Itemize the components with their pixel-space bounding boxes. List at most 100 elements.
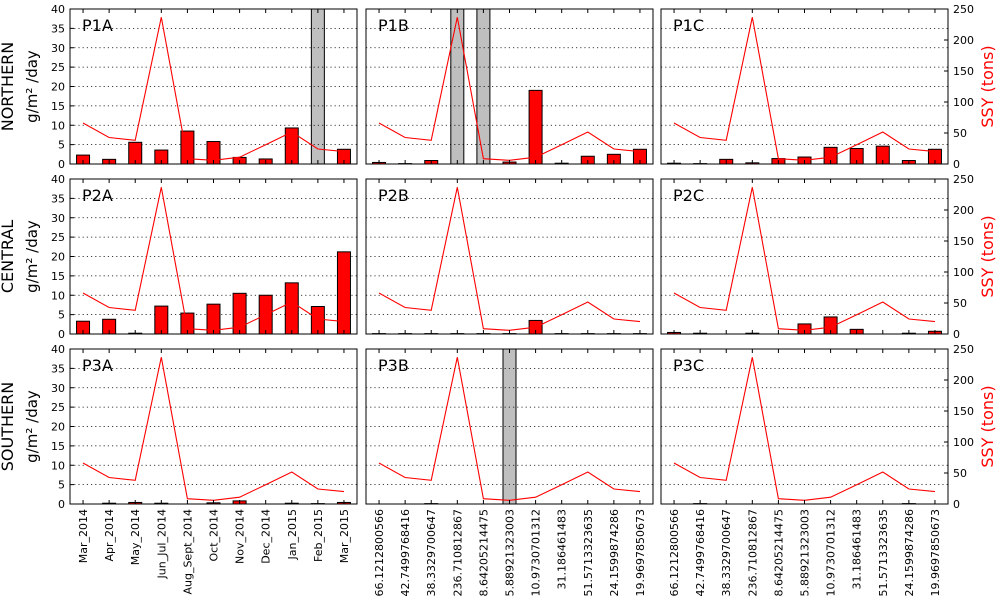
y2-tick-label: 200 (953, 374, 974, 387)
x-tick-label: Nov_2014 (234, 509, 247, 564)
panel-title: P3A (82, 356, 113, 375)
x-tick-label: Jan_2015 (286, 509, 299, 560)
ssy-line (378, 17, 641, 161)
ssy-line (673, 357, 936, 501)
bar (154, 305, 169, 335)
y-tick-label: 35 (51, 192, 65, 205)
y2-tick-label: 100 (953, 266, 974, 279)
panel-title: P2A (82, 186, 113, 205)
y-tick-label: 15 (51, 440, 65, 453)
ssy-line (673, 17, 936, 161)
panel-p1a: 0 5 10 15 20 25 30 35 40 P1A (51, 3, 358, 171)
bar (284, 127, 299, 165)
bar (528, 89, 543, 165)
y-tick-label: 15 (51, 100, 65, 113)
panel-p3a: 0 5 10 15 20 25 30 35 40 P3A (51, 343, 358, 511)
x-tick-label: Mar_2014 (77, 509, 90, 563)
ssy-line (82, 357, 345, 501)
y2-tick-label: 250 (953, 343, 974, 356)
y-tick-label: 5 (58, 309, 65, 322)
x-tick-label: 8.64205214475 (772, 509, 785, 596)
panel-p1b: P1B (365, 8, 654, 165)
y-tick-label: 5 (58, 479, 65, 492)
y2-tick-label: 250 (953, 173, 974, 186)
y-tick-label: 0 (58, 158, 65, 171)
panel-title: P1B (378, 16, 409, 35)
x-tick-label: 51.5713323635 (877, 509, 890, 596)
y-tick-label: 25 (51, 401, 65, 414)
y2-tick-label: 50 (953, 127, 967, 140)
left-axis-label: g/m² /day (23, 390, 41, 463)
y2-tick-label: 150 (953, 235, 974, 248)
bar (284, 282, 299, 335)
panel-title: P1C (673, 16, 704, 35)
panel-title: P2C (673, 186, 704, 205)
y-tick-label: 10 (51, 289, 65, 302)
x-tick-label: 42.7499768416 (399, 509, 412, 596)
x-tick-label: 42.7499768416 (694, 509, 707, 596)
panel-p3b: P3B (365, 348, 654, 505)
x-tick-label: 19.9697850673 (929, 509, 942, 596)
panel-title: P1A (82, 16, 113, 35)
right-axis-label: SSY (tons) (978, 215, 997, 297)
y-tick-label: 10 (51, 119, 65, 132)
x-tick-label: 31.186461483 (556, 509, 569, 589)
y2-tick-label: 100 (953, 96, 974, 109)
x-tick-label: 5.8892132300​3 (799, 509, 812, 596)
shaded-span (450, 8, 465, 165)
y2-tick-label: 0 (953, 328, 960, 341)
y-tick-label: 0 (58, 498, 65, 511)
bar (310, 305, 325, 335)
x-tick-label: 66.1212800566 (668, 509, 681, 596)
x-tick-label: Mar_2015 (338, 509, 351, 563)
panel-p3c: 0 50 100 150 200 250 P3C (660, 343, 974, 511)
x-tick-label: 5.8892132300​3 (504, 509, 517, 596)
x-tick-label: 24.1599874286 (608, 509, 621, 596)
x-tick-label: 31.186461483 (851, 509, 864, 589)
x-tick-label: 10.9730701312 (825, 509, 838, 596)
x-tick-label: 38.3329700647 (720, 509, 733, 596)
y-tick-label: 40 (51, 3, 65, 16)
y-tick-label: 15 (51, 270, 65, 283)
y-tick-label: 20 (51, 251, 65, 264)
right-axis-label: SSY (tons) (978, 385, 997, 467)
y2-tick-label: 50 (953, 297, 967, 310)
y2-tick-label: 0 (953, 158, 960, 171)
y-tick-label: 10 (51, 459, 65, 472)
row-label: SOUTHERN (0, 382, 17, 471)
x-tick-label: Aug_Sept_2014 (181, 509, 194, 595)
x-tick-label: 8.64205214475 (477, 509, 490, 596)
y2-tick-label: 150 (953, 405, 974, 418)
row-label: CENTRAL (0, 220, 17, 293)
x-tick-label: Feb_2015 (312, 509, 325, 562)
left-axis-label: g/m² /day (23, 220, 41, 293)
panel-p2c: 0 50 100 150 200 250 P2C (660, 173, 974, 341)
y2-tick-label: 250 (953, 3, 974, 16)
y-tick-label: 35 (51, 362, 65, 375)
y-tick-label: 25 (51, 231, 65, 244)
y-tick-label: 30 (51, 382, 65, 395)
right-axis-label: SSY (tons) (978, 45, 997, 127)
y-tick-label: 25 (51, 61, 65, 74)
ssy-line (673, 187, 936, 331)
x-tick-label: 10.9730701312 (530, 509, 543, 596)
x-tick-label: 38.3329700647 (425, 509, 438, 596)
x-tick-label: 66.1212800566 (373, 509, 386, 596)
panel-p2a: 0 5 10 15 20 25 30 35 40 P2A (51, 173, 358, 341)
x-tick-label: 236.710812867 (451, 509, 464, 596)
y2-tick-label: 200 (953, 34, 974, 47)
x-tick-label: May_2014 (129, 509, 142, 565)
x-tick-label: Dec_2014 (260, 509, 273, 564)
ssy-line (82, 17, 345, 161)
x-tick-label: 236.710812867 (746, 509, 759, 596)
panel-p1c: 0 50 100 150 200 250 P1C (660, 3, 974, 171)
panel-title: P3B (378, 356, 409, 375)
y-tick-label: 35 (51, 22, 65, 35)
labels-layer: Mar_2014 Apr_2014 May_2014 Jun_Jul_2014 Aug_… (0, 42, 997, 597)
panel-p2b: P2B (365, 178, 654, 335)
y2-tick-label: 50 (953, 467, 967, 480)
y-tick-label: 30 (51, 212, 65, 225)
y-tick-label: 20 (51, 421, 65, 434)
